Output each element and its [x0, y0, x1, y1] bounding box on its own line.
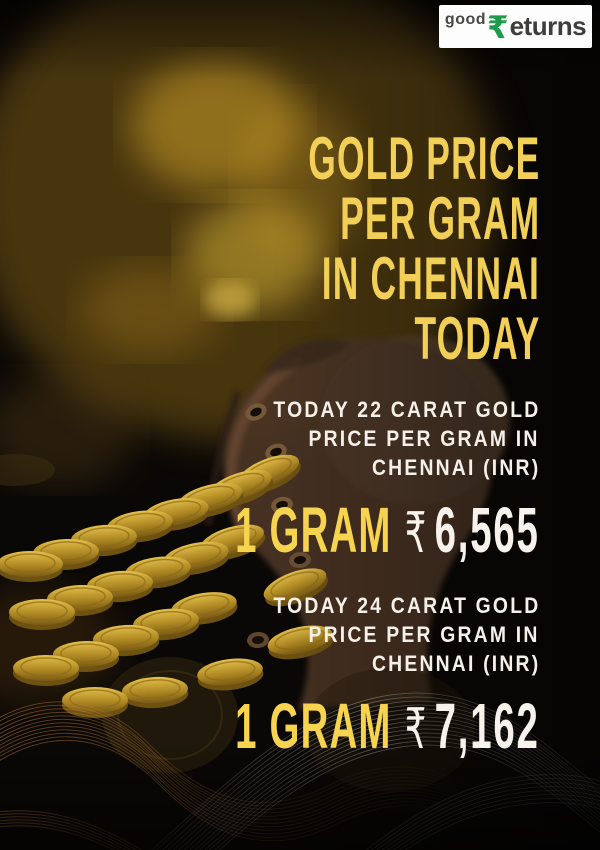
label-22-line-1: TODAY 22 CARAT GOLD [273, 397, 540, 422]
price-24-carat: 1 GRAM ₹7,162 [235, 694, 540, 776]
goodreturns-logo: good ₹ eturns [439, 5, 592, 48]
price-22-carat: 1 GRAM ₹6,565 [235, 498, 540, 580]
page-title: GOLD PRICE PER GRAM IN CHENNAI TODAY [147, 129, 540, 369]
label-24-carat: TODAY 24 CARAT GOLD PRICE PER GRAM IN CH… [237, 591, 540, 678]
label-22-carat: TODAY 22 CARAT GOLD PRICE PER GRAM IN CH… [237, 395, 540, 482]
price-22-amount: 6,565 [434, 494, 540, 566]
price-22-unit: 1 GRAM [235, 494, 392, 566]
logo-text-eturns: eturns [509, 11, 587, 41]
rupee-icon: ₹ [487, 10, 509, 45]
label-24-line-1: TODAY 24 CARAT GOLD [273, 593, 540, 618]
headline-line-2: PER GRAM [339, 185, 540, 252]
headline-line-3: IN CHENNAI [321, 245, 540, 312]
label-24-line-2: PRICE PER GRAM IN [308, 622, 540, 647]
price-24-amount: 7,162 [434, 690, 540, 762]
price-24-rupee-icon: ₹ [405, 697, 427, 760]
price-24-unit: 1 GRAM [235, 690, 392, 762]
headline-line-4: TODAY [414, 305, 540, 372]
bottom-vignette [0, 740, 600, 850]
logo-text-good: good [444, 10, 487, 28]
label-24-line-3: CHENNAI (INR) [371, 651, 540, 676]
headline-line-1: GOLD PRICE [307, 125, 540, 192]
label-22-line-2: PRICE PER GRAM IN [308, 426, 540, 451]
label-22-line-3: CHENNAI (INR) [371, 455, 540, 480]
price-22-rupee-icon: ₹ [405, 501, 427, 564]
